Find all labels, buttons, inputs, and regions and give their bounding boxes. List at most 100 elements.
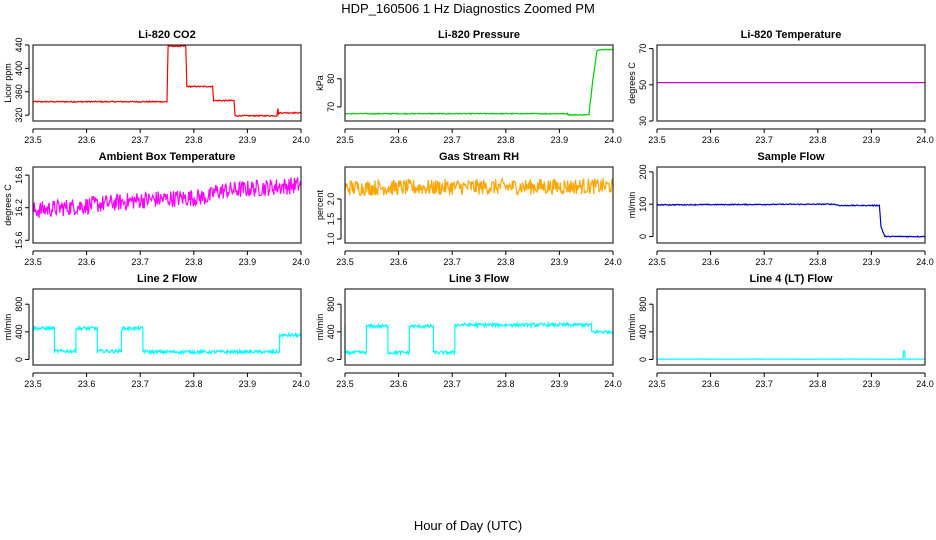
x-tick-label: 23.5	[336, 379, 354, 389]
chart-panel: Sample Flow ml/min 23.5 23.6 23.7 23.8 23.9 24.…	[627, 151, 934, 267]
x-tick-label: 23.5	[336, 135, 354, 145]
plot-frame	[32, 288, 302, 366]
chart-panel: Li-820 CO2 Licor ppm 23.5 23.6 23.7 23.8 23.9 2…	[3, 29, 310, 145]
y-tick-label: 400	[14, 324, 24, 339]
y-tick-label: 800	[326, 297, 336, 312]
x-tick-label: 23.9	[239, 379, 257, 389]
chart-panel: Ambient Box Temperature degrees C 23.5 23.6…	[3, 151, 310, 267]
chart-title: Line 3 Flow	[449, 273, 509, 285]
y-tick-label: 320	[14, 108, 24, 123]
y-tick-label: 360	[14, 84, 24, 99]
series-line	[344, 321, 614, 357]
series-line	[344, 48, 614, 116]
x-tick-label: 23.5	[24, 257, 42, 267]
plot-frame	[344, 44, 614, 122]
x-tick-label: 23.9	[863, 379, 881, 389]
series-line	[656, 350, 926, 360]
y-tick-label: 70	[326, 102, 336, 112]
y-tick-label: 16.2	[14, 199, 24, 217]
y-tick-label: 80	[326, 74, 336, 84]
y-tick-label: 50	[638, 80, 648, 90]
x-tick-label: 23.6	[78, 379, 96, 389]
x-tick-label: 23.7	[131, 135, 149, 145]
y-axis-label: kPa	[315, 75, 325, 91]
chart-panel: Line 2 Flow ml/min 23.5 23.6 23.7 23.8 23.9 24.…	[3, 273, 310, 389]
y-tick-label: 1.5	[326, 213, 336, 226]
y-axis-label: degrees C	[627, 62, 637, 104]
x-tick-label: 23.5	[24, 379, 42, 389]
x-tick-label: 23.5	[648, 379, 666, 389]
chart-panel: Line 3 Flow ml/min 23.5 23.6 23.7 23.8 23.9 24.…	[315, 273, 622, 389]
x-tick-label: 23.9	[551, 257, 569, 267]
x-tick-label: 23.7	[755, 135, 773, 145]
y-axis-label: percent	[315, 189, 325, 220]
y-axis-label: degrees C	[3, 184, 13, 226]
page-title: HDP_160506 1 Hz Diagnostics Zoomed PM	[341, 1, 595, 16]
x-tick-label: 23.8	[185, 257, 203, 267]
x-tick-label: 23.5	[24, 135, 42, 145]
x-tick-label: 23.8	[185, 135, 203, 145]
x-tick-label: 23.9	[863, 257, 881, 267]
chart-title: Li-820 Temperature	[741, 29, 842, 41]
plot-frame	[32, 44, 302, 122]
x-tick-label: 24.0	[292, 379, 310, 389]
x-tick-label: 23.7	[131, 257, 149, 267]
x-tick-label: 24.0	[292, 135, 310, 145]
x-tick-label: 23.8	[497, 379, 515, 389]
x-tick-label: 24.0	[916, 257, 934, 267]
x-tick-label: 23.9	[551, 135, 569, 145]
x-axis-label: Hour of Day (UTC)	[413, 518, 523, 533]
y-tick-label: 400	[14, 61, 24, 76]
chart-panel: Gas Stream RH percent 23.5 23.6 23.7 23.8 23.9…	[315, 151, 622, 267]
x-tick-label: 23.7	[755, 257, 773, 267]
x-tick-label: 23.7	[131, 379, 149, 389]
y-axis-label: ml/min	[627, 314, 637, 341]
series-line	[32, 44, 302, 118]
y-tick-label: 0	[638, 357, 648, 362]
y-tick-label: 100	[638, 197, 648, 212]
y-axis-label: ml/min	[3, 314, 13, 341]
y-tick-label: 0	[326, 357, 336, 362]
chart-panel: Line 4 (LT) Flow ml/min 23.5 23.6 23.7 23.8 23…	[627, 273, 934, 389]
series-line	[32, 324, 301, 356]
x-tick-label: 23.6	[78, 257, 96, 267]
x-tick-label: 23.8	[809, 257, 827, 267]
chart-title: Sample Flow	[757, 151, 825, 163]
chart-title: Li-820 CO2	[138, 29, 195, 41]
x-tick-label: 24.0	[604, 257, 622, 267]
y-tick-label: 70	[638, 44, 648, 54]
y-tick-label: 2.0	[326, 193, 336, 206]
x-tick-label: 24.0	[292, 257, 310, 267]
series-line	[32, 177, 302, 218]
y-axis-label: ml/min	[315, 314, 325, 341]
y-tick-label: 400	[638, 324, 648, 339]
y-tick-label: 440	[14, 37, 24, 52]
x-tick-label: 23.8	[497, 257, 515, 267]
plot-frame	[344, 166, 614, 244]
x-tick-label: 23.6	[390, 379, 408, 389]
x-tick-label: 24.0	[604, 379, 622, 389]
y-tick-label: 15.6	[14, 232, 24, 250]
plot-frame	[344, 288, 614, 366]
chart-title: Line 2 Flow	[137, 273, 197, 285]
x-tick-label: 23.6	[702, 257, 720, 267]
x-tick-label: 23.7	[443, 135, 461, 145]
y-tick-label: 1.0	[326, 233, 336, 246]
x-tick-label: 23.8	[185, 379, 203, 389]
chart-title: Gas Stream RH	[439, 151, 519, 163]
plot-frame	[656, 44, 926, 122]
y-tick-label: 0	[638, 234, 648, 239]
y-axis-label: Licor ppm	[3, 63, 13, 103]
plot-frame	[656, 166, 926, 244]
y-tick-label: 16.8	[14, 166, 24, 184]
x-tick-label: 23.9	[551, 379, 569, 389]
x-tick-label: 23.5	[336, 257, 354, 267]
x-tick-label: 23.8	[497, 135, 515, 145]
x-tick-label: 23.8	[809, 379, 827, 389]
chart-title: Line 4 (LT) Flow	[750, 273, 833, 285]
x-tick-label: 23.7	[443, 379, 461, 389]
y-tick-label: 800	[14, 297, 24, 312]
series-line	[656, 202, 926, 238]
y-tick-label: 200	[638, 164, 648, 179]
